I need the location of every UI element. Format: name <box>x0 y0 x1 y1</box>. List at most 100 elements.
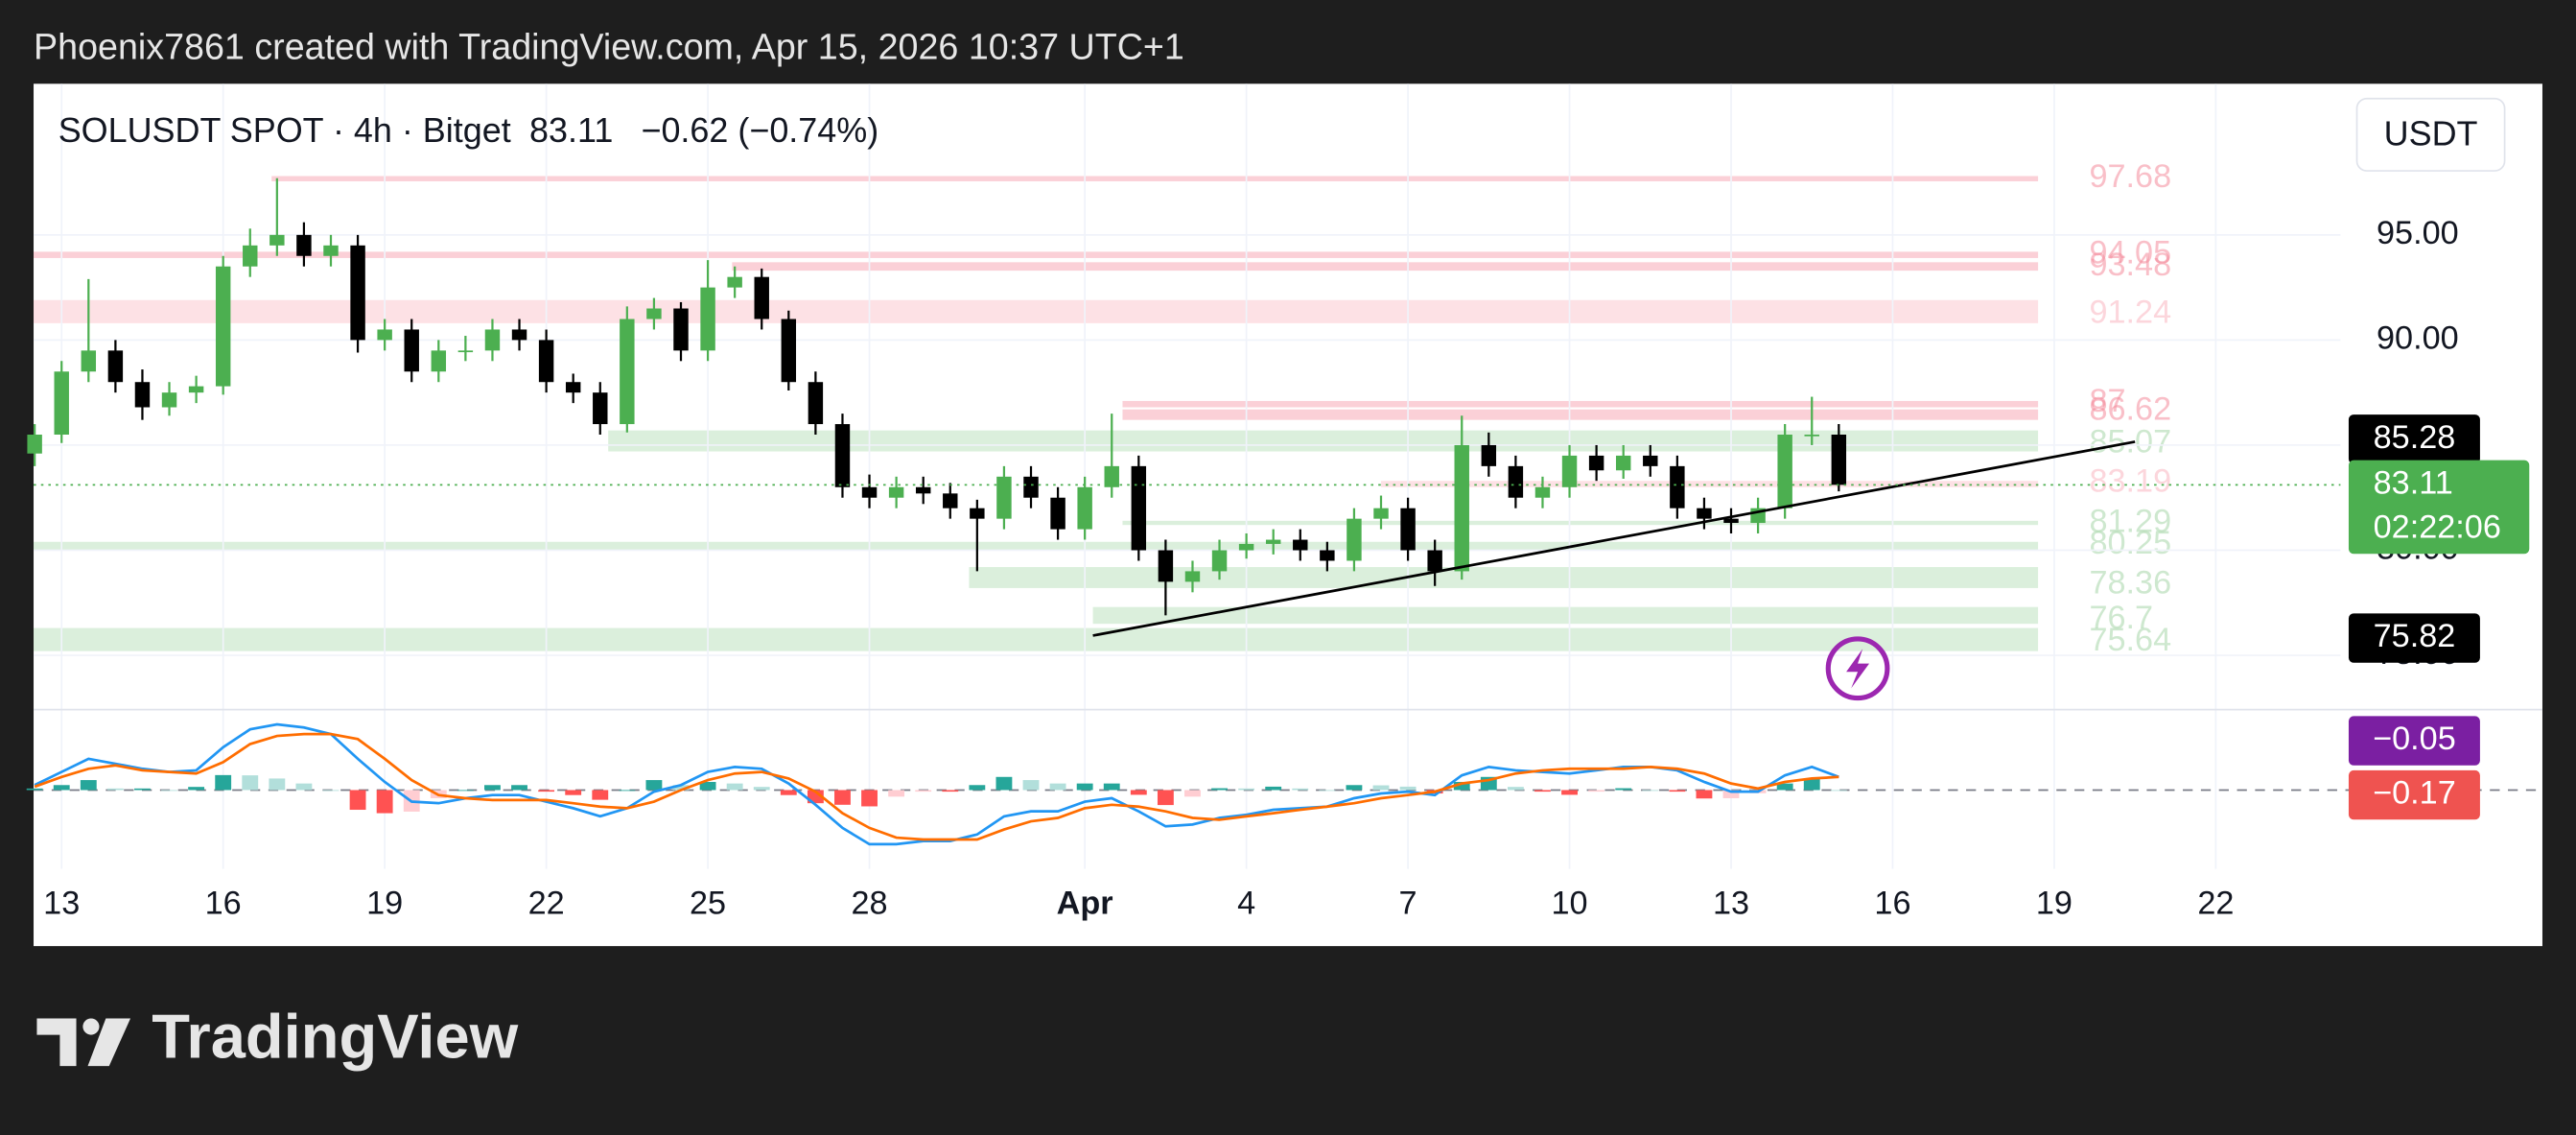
candle-body <box>861 486 878 498</box>
zone-label: 86.62 <box>2089 391 2171 428</box>
candle-body <box>1320 550 1335 561</box>
candle-body <box>1534 486 1551 498</box>
histogram-bar <box>995 776 1013 791</box>
histogram-bar <box>1103 783 1120 791</box>
candle-body <box>54 371 69 435</box>
candle-body <box>1400 508 1416 551</box>
histogram-bar <box>592 790 609 800</box>
candle-body <box>1104 465 1119 487</box>
histogram-bar <box>295 783 313 791</box>
histogram-bar <box>188 787 205 791</box>
logo-mark <box>82 1018 100 1035</box>
candle-body <box>1131 465 1147 551</box>
zone <box>969 567 2039 588</box>
zone <box>608 430 2039 452</box>
x-tick-label: 7 <box>1399 885 1417 921</box>
histogram-bar <box>53 785 70 791</box>
candle-body <box>431 350 447 372</box>
histogram-bar <box>1238 788 1255 791</box>
x-tick-label: 13 <box>43 885 80 921</box>
candle-body <box>404 329 419 372</box>
candle-body <box>484 329 501 351</box>
alert-icon[interactable] <box>1825 636 1890 701</box>
histogram-bar <box>619 790 636 792</box>
candle-body <box>243 245 258 267</box>
histogram-bar <box>565 790 582 795</box>
indicator-tag <box>2348 769 2480 820</box>
histogram-bar <box>1076 783 1093 791</box>
histogram-bar <box>699 781 716 791</box>
candle-body <box>269 234 285 246</box>
histogram-bar <box>915 790 932 792</box>
histogram-bar <box>511 785 527 791</box>
zone-label: 91.24 <box>2089 294 2171 330</box>
histogram-bar <box>672 785 690 791</box>
histogram-bar <box>106 788 124 791</box>
price-tag <box>2348 613 2480 663</box>
zone <box>271 176 2039 181</box>
y-tick-label: 95.00 <box>2377 215 2459 251</box>
candle-body <box>134 382 151 408</box>
histogram-bar <box>1157 790 1174 806</box>
candle-body <box>565 382 581 393</box>
zone-label: 78.36 <box>2089 564 2171 601</box>
histogram-bar <box>1022 780 1040 791</box>
zone-label: 94.05 <box>2089 235 2171 272</box>
candle-body <box>1023 476 1039 498</box>
candle-body <box>1373 508 1389 519</box>
indicator-tag <box>2348 716 2480 766</box>
currency-button[interactable] <box>2355 97 2506 172</box>
logo-mark <box>87 1018 131 1067</box>
logo-mark <box>36 1018 77 1067</box>
histogram-bar <box>1346 785 1363 791</box>
zone-label: 87 <box>2089 383 2125 419</box>
histogram-bar <box>1453 781 1470 791</box>
zone <box>1122 520 2039 526</box>
candle-body <box>1615 455 1631 471</box>
candle-body <box>107 350 124 383</box>
currency-label[interactable]: USDT <box>2384 114 2478 154</box>
histogram-bar <box>538 790 555 792</box>
price-tag <box>2348 460 2530 555</box>
x-tick-label: 10 <box>1552 885 1588 921</box>
legend-change: −0.62 (−0.74%) <box>641 110 878 150</box>
price-tag-label: 83.11 <box>2374 464 2453 501</box>
alert-circle[interactable] <box>1825 636 1890 701</box>
histogram-bar <box>80 780 97 791</box>
histogram-bar <box>1696 790 1713 799</box>
histogram-bar <box>484 785 501 791</box>
candle-body <box>1238 543 1254 551</box>
candle-body <box>377 329 392 341</box>
histogram-bar <box>1319 790 1336 792</box>
candle-body <box>1184 571 1201 582</box>
histogram-bar <box>1184 790 1201 797</box>
candle-body <box>188 386 204 393</box>
histogram-bar <box>969 785 986 791</box>
histogram-bar <box>161 790 177 792</box>
candle-body <box>834 424 851 487</box>
zone-label: 83.19 <box>2089 463 2171 500</box>
candle-body <box>457 350 474 353</box>
candle-body <box>1561 455 1578 487</box>
header: Phoenix7861 created with TradingView.com… <box>34 26 1184 66</box>
candle-body <box>27 434 42 454</box>
candle-body <box>754 276 769 319</box>
candle-body <box>1670 465 1685 508</box>
histogram-bar <box>457 790 474 792</box>
histogram-bar <box>1130 790 1147 795</box>
price-tag-label: 75.82 <box>2374 618 2456 654</box>
price-tag-label: 85.28 <box>2374 419 2456 456</box>
candle-body <box>915 486 931 494</box>
candle-body <box>350 245 365 341</box>
candle-body <box>1804 434 1819 437</box>
x-tick-label: 22 <box>2197 885 2234 921</box>
histogram-bar <box>834 790 851 805</box>
zone-label: 97.68 <box>2089 158 2171 195</box>
candle-body <box>1211 550 1228 572</box>
candle-body <box>1158 550 1174 582</box>
candle-body <box>1508 465 1524 498</box>
candle-body <box>1077 486 1092 530</box>
zone-label: 76.7 <box>2089 600 2153 636</box>
candle-body <box>808 382 824 425</box>
alert-bolt[interactable] <box>1846 649 1870 689</box>
